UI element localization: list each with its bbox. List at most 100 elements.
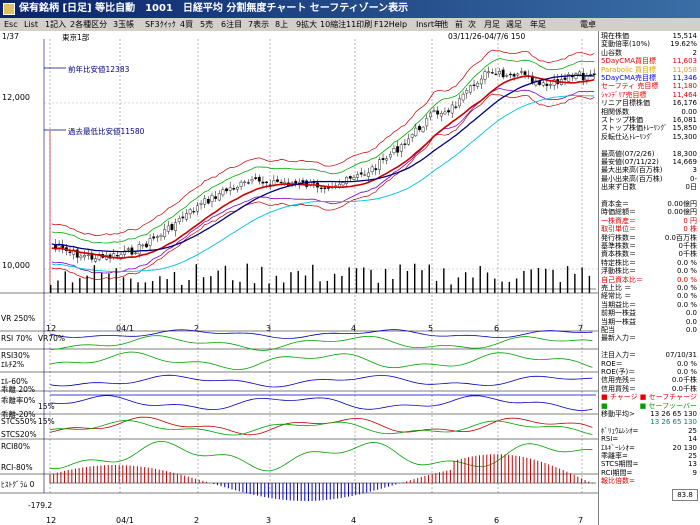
menu-item-7[interactable]: 5売 (200, 20, 214, 29)
candle-body (221, 189, 225, 196)
menu-item-3[interactable]: 2各種区分 (70, 20, 108, 29)
panel-row: ROE(予)＝ 0.0 % (601, 368, 699, 377)
rsi-line (49, 335, 593, 351)
menu-item-5[interactable]: SF3ｸｲｯｸ (145, 20, 176, 29)
chart-area[interactable]: 12 12 04/1 04/1 2 2 3 3 4 4 5 5 6 6 7 7 1/37 東京1部 03/11… (0, 31, 598, 525)
kairi0-label: 乖離率0% (1, 396, 36, 405)
candle-body (265, 181, 268, 184)
menu-item-20[interactable]: 週足 (506, 20, 522, 29)
panel-row-value: 0.0 % (676, 258, 697, 267)
panel-row: 現在株価 15,514 (601, 32, 699, 41)
panel-row: 資本株数＝ 0千株 (601, 251, 699, 259)
candle-body (75, 249, 79, 258)
volume-bar (64, 271, 66, 293)
candle-body (174, 222, 177, 231)
menu-item-18[interactable]: 次 (468, 20, 476, 29)
menu-item-11[interactable]: 9拡大 (296, 20, 318, 29)
menu-item-14[interactable]: F12Help (374, 20, 408, 29)
candle-body (458, 98, 461, 107)
menu-item-17[interactable]: 前 (455, 20, 463, 29)
ma-short-line (51, 75, 595, 260)
histogram-bottom-value: -179.2 (28, 501, 53, 510)
candle-body (509, 73, 512, 76)
volume-bar (348, 267, 350, 293)
menu-item-16[interactable]: 他 (440, 20, 448, 29)
volume-bar (581, 267, 583, 293)
panel-row: 当期一株益 0.0 (601, 317, 699, 327)
panel-row-label: 反転仕込ﾄﾚｰﾘﾝｸﾞ (601, 132, 654, 141)
candle-body (549, 84, 552, 86)
panel-row-value: 07/10/31 (665, 351, 697, 360)
panel-row: 信用買残＝ 0.0千株 (601, 384, 699, 394)
x-axis-label-bottom-4: 4 (351, 516, 356, 525)
menu-item-21[interactable]: 年足 (530, 20, 546, 29)
panel-row: ストップ株価ﾄﾚｰﾘﾝｸﾞ 15,850 (601, 125, 699, 133)
x-axis-label-1: 04/1 (116, 324, 134, 333)
candle-body (443, 111, 447, 115)
menu-item-9[interactable]: 7表示 (248, 20, 270, 29)
panel-row-label: 乖離率= (601, 452, 628, 460)
candle-body (592, 73, 596, 76)
panel-row: 経常比 ＝ 0.0 % (601, 293, 699, 301)
panel-row-value: ■ セーフッーバー (639, 401, 697, 410)
menu-item-0[interactable]: Esc (4, 20, 18, 29)
menu-item-10[interactable]: 8上 (275, 20, 289, 29)
menu-item-19[interactable]: 月足 (484, 20, 500, 29)
menu-item-6[interactable]: 4買 (180, 20, 194, 29)
panel-row-label: 山谷数 (601, 48, 622, 57)
panel-row-label: 現在株価 (601, 32, 629, 40)
panel-row-label: 基準株数＝ (601, 242, 636, 250)
volume-bar (494, 278, 496, 293)
volume-bar (130, 278, 132, 293)
menu-item-22[interactable]: 電卓 (580, 20, 596, 29)
rsi30-label: RSI30% (1, 351, 30, 360)
panel-row: 信用売残＝ 0.0千株 (601, 377, 699, 385)
menu-item-1[interactable]: List (24, 20, 38, 29)
panel-row-value: 0.0百万株 (664, 233, 697, 242)
menu-item-15[interactable]: Insrt年 (416, 20, 443, 29)
kairi-line (49, 374, 593, 388)
window-title: 保有銘柄 [日足] 等比自動 1001 日経平均 分割無度チャート セーフティゾ… (19, 3, 409, 14)
panel-row-label: 信用買残＝ (601, 384, 636, 393)
panel-row: 5DayCMA買目標 11,603 (601, 58, 699, 66)
candle-body (166, 225, 170, 232)
menu-item-4[interactable]: 3玉帳 (113, 20, 135, 29)
panel-row: STCS期間= 13 (601, 461, 699, 469)
volume-bar (217, 270, 219, 293)
panel-row: 資本金＝ 0.00億円 (601, 200, 699, 209)
volume-bar (384, 268, 387, 293)
volume-bar (428, 264, 430, 293)
panel-row-value: 13 (688, 460, 697, 469)
menu-item-2[interactable]: 1記入 (45, 20, 67, 29)
volume-bar (268, 283, 270, 293)
candle-body (214, 196, 218, 199)
panel-row-value: 3 (692, 166, 697, 175)
panel-row-value: 0.0 (685, 317, 697, 326)
volume-bar (341, 275, 343, 293)
volume-bar (79, 278, 81, 293)
menu-item-12[interactable]: 10縮注 (320, 20, 347, 29)
menu-item-13[interactable]: 11印刷 (346, 20, 373, 29)
volume-bar (363, 267, 365, 293)
volume-bar (232, 280, 234, 293)
panel-row-value: 9 (692, 468, 697, 477)
ratio20-label: 乖離 20% (1, 385, 36, 394)
candle-body (276, 179, 279, 182)
panel-row-value: 14 (688, 435, 697, 444)
panel-row-label: 相関係数 (601, 107, 629, 116)
panel-row-value: 0.0 % (676, 359, 697, 368)
volume-bar (319, 281, 321, 293)
panel-row-value: 13 26 65 130 (650, 418, 697, 427)
chart-background (0, 31, 598, 525)
candle-body (581, 73, 585, 81)
annotation-prev-year-low: 前年比安値12383 (68, 65, 130, 74)
panel-row-value: 15,850 (672, 124, 698, 133)
price-tick-10000: 10,000 (2, 261, 30, 270)
panel-row-label: RCI期間= (601, 468, 633, 477)
menu-item-8[interactable]: 6注目 (221, 20, 243, 29)
panel-row-label: 自己資本比＝ (601, 275, 643, 284)
pct15a-label: 15% (38, 402, 55, 411)
kairi-minus20-label: 乖離-20% (1, 410, 36, 419)
volume-bar (479, 266, 481, 293)
panel-row-label: 最大出来高(百万株) (601, 166, 663, 175)
